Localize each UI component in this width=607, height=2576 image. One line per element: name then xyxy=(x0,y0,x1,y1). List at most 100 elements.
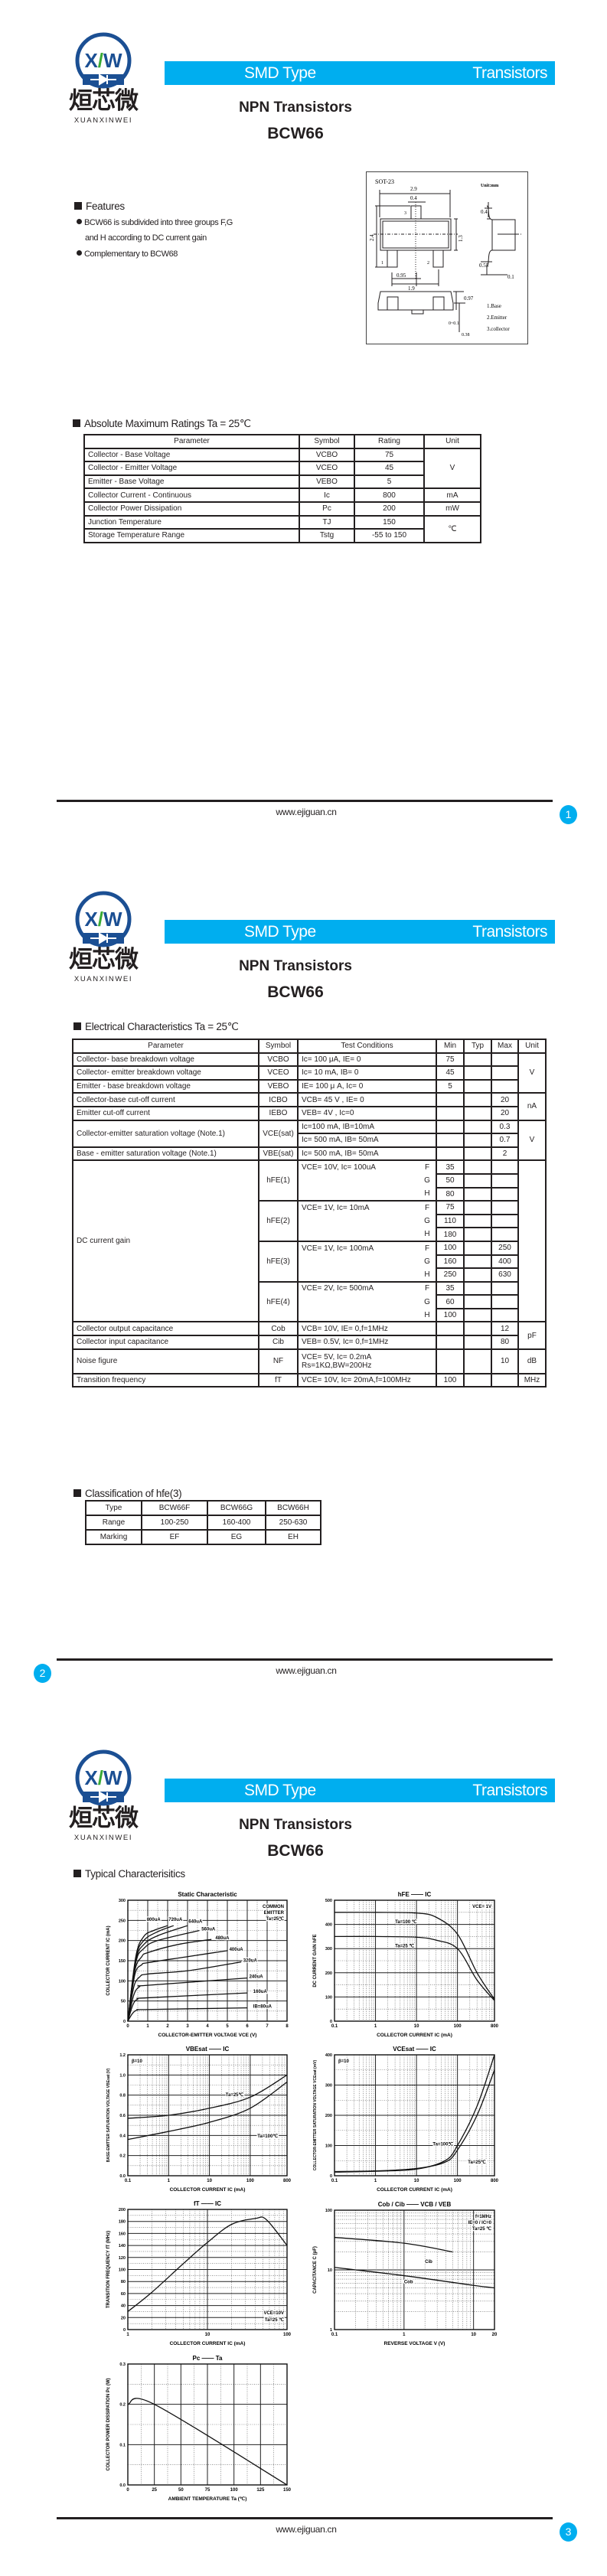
y-tick-label: 100 xyxy=(119,1979,126,1984)
logo-mark-icon: X/W xyxy=(75,32,132,89)
series-label: IB=80uA xyxy=(253,2005,272,2010)
symbol-cell: VCBO xyxy=(299,447,355,463)
dim-width: 2.9 xyxy=(410,186,417,192)
y-tick-label: 300 xyxy=(325,1947,332,1952)
min-cell: 100 xyxy=(436,1240,465,1256)
chart-static-characteristic: 0 1 2 3 4 5 6 7 8 0 50 100 150 200 250 300 Static Charac… xyxy=(106,1891,289,2038)
series-label: 400uA xyxy=(230,1948,244,1952)
column-header: Test Conditions xyxy=(297,1039,437,1054)
condition-text: Ic= 10 mA, IB= 0 xyxy=(302,1068,359,1078)
x-tick-label: 1 xyxy=(374,2179,377,2183)
header-row: Parameter Symbol Rating Unit xyxy=(83,434,481,449)
hfe-classification-table: Type BCW66F BCW66G BCW66H Range 100-250 160-40… xyxy=(85,1500,321,1545)
symbol-cell: VBE(sat) xyxy=(258,1146,299,1162)
plot-frame xyxy=(127,2054,288,2177)
max-cell: 250 xyxy=(491,1240,519,1256)
plot-frame xyxy=(334,2209,495,2330)
symbol-cell: NF xyxy=(258,1348,299,1374)
table-row: hFE(2) F VCE= 1V, Ic= 10mA 75 xyxy=(73,1200,546,1242)
max-cell: 0.7 xyxy=(491,1133,519,1148)
parameter-cell: Collector- emitter breakdown voltage xyxy=(72,1065,259,1081)
header-banner: SMD Type Transistors xyxy=(165,920,555,944)
symbol-cell: Ic xyxy=(299,487,355,503)
page-number-badge: 2 xyxy=(34,1664,51,1683)
series-label: 320uA xyxy=(243,1959,258,1964)
max-cell xyxy=(491,1372,519,1388)
x-axis-label: REVERSE VOLTAGE V (V) xyxy=(384,2341,445,2346)
typ-cell xyxy=(463,1213,492,1229)
header-row: Parameter Symbol Test Conditions Min Typ Max U… xyxy=(72,1039,547,1054)
max-cell: 20 xyxy=(491,1105,519,1121)
logo-chinese-name: 烜芯微 xyxy=(69,1805,139,1831)
chart-title: hFE —— IC xyxy=(398,1891,432,1898)
row-label: Type xyxy=(85,1500,142,1516)
test-condition-cell: H xyxy=(297,1228,437,1242)
section-square-icon xyxy=(73,1870,81,1877)
parameter-cell: Collector-emitter saturation voltage (No… xyxy=(72,1119,259,1148)
pin-2-label: 2.Emitter xyxy=(487,315,507,321)
banner-type: SMD Type xyxy=(244,923,316,941)
min-cell xyxy=(436,1105,465,1121)
plot-frame xyxy=(334,2054,495,2177)
value-cell: 100-250 xyxy=(141,1515,208,1531)
value-cell: EG xyxy=(207,1529,266,1545)
series-label: 560uA xyxy=(201,1928,216,1932)
max-cell xyxy=(491,1213,519,1229)
min-cell xyxy=(436,1335,465,1350)
part-number: BCW66 xyxy=(267,1842,324,1860)
y-tick-label: 10 xyxy=(328,2268,332,2273)
series-line xyxy=(127,1950,228,2022)
series-label: 800uA xyxy=(147,1918,162,1922)
test-condition-cell: G xyxy=(297,1214,437,1228)
table-row: DC current gain hFE(1) F VCE= 10V, Ic= 100u… xyxy=(72,1159,547,1323)
page-1: X/W 烜芯微 XUANXINWEI SMD Type Transistors … xyxy=(0,0,607,859)
table-row: Base - emitter saturation voltage (Note.… xyxy=(72,1146,546,1162)
banner-type: SMD Type xyxy=(244,1782,316,1799)
x-tick-label: 2 xyxy=(166,2024,169,2029)
y-tick-label: 0.0 xyxy=(119,2483,126,2488)
y-tick-label: 1 xyxy=(330,2328,332,2333)
test-condition-cell: G xyxy=(297,1295,437,1309)
unit-cell: V xyxy=(517,1119,547,1162)
chart-title: Cob / Cib —— VCB / VEB xyxy=(378,2201,452,2208)
y-tick-label: 160 xyxy=(119,2232,126,2236)
series-line xyxy=(127,2216,288,2312)
y-tick-label: 200 xyxy=(325,2114,332,2118)
symbol-cell: ICBO xyxy=(258,1092,299,1107)
banner-type: SMD Type xyxy=(244,64,316,82)
test-condition-cell: H xyxy=(297,1187,437,1202)
table-row: Storage Temperature Range Tstg -55 to 150 xyxy=(83,528,481,543)
min-cell xyxy=(436,1321,465,1337)
chart-annotation: COMMON xyxy=(263,1905,284,1909)
table-row: Collector Power Dissipation Pc 200 mW xyxy=(83,501,481,517)
footer-divider xyxy=(57,1658,553,1661)
series-label: Ta=25℃ xyxy=(468,2160,486,2165)
rating-cell: 5 xyxy=(354,474,425,490)
chart-annotation: Ta=25 ℃ xyxy=(472,2226,491,2232)
typ-cell xyxy=(463,1159,492,1175)
device-subtitle: NPN Transistors xyxy=(239,99,352,116)
row-label: Range xyxy=(85,1515,142,1531)
dim-span: 1.9 xyxy=(408,285,415,292)
typ-cell xyxy=(463,1200,492,1215)
max-cell xyxy=(491,1052,519,1068)
device-subtitle: NPN Transistors xyxy=(239,958,352,974)
x-tick-label: 100 xyxy=(283,2333,292,2337)
column-header: Parameter xyxy=(72,1039,259,1054)
series-line xyxy=(127,1929,200,2022)
device-subtitle: NPN Transistors xyxy=(239,1817,352,1833)
x-tick-label: 5 xyxy=(226,2024,229,2029)
y-tick-label: 300 xyxy=(325,2084,332,2089)
parameter-cell: Transition frequency xyxy=(72,1372,259,1388)
rating-cell: 800 xyxy=(354,487,425,503)
value-cell: EF xyxy=(141,1529,208,1545)
symbol-cell: hFE(4) xyxy=(258,1280,299,1323)
x-tick-label: 100 xyxy=(454,2179,462,2183)
unit-cell: V xyxy=(423,447,481,490)
test-condition-cell: Ic=100 mA, IB=10mA xyxy=(297,1119,437,1135)
max-cell: 400 xyxy=(491,1254,519,1270)
typ-cell xyxy=(463,1146,492,1162)
table-row: Emitter - base breakdown voltage VEBO IE= … xyxy=(72,1078,546,1094)
min-cell xyxy=(436,1133,465,1148)
column-header: Symbol xyxy=(299,434,355,449)
